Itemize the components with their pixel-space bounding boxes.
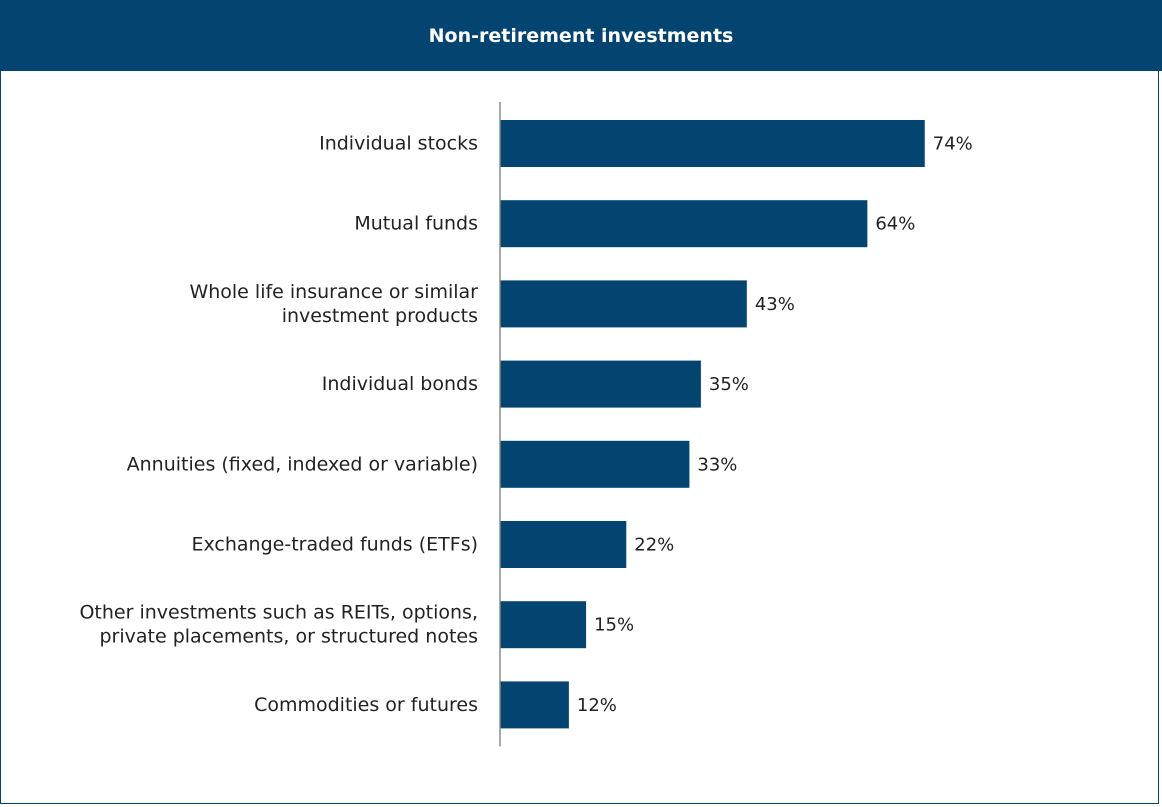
value-label-6: 15% xyxy=(594,615,634,636)
category-label-5: Exchange-traded funds (ETFs) xyxy=(192,534,478,556)
category-label-2-line-0: Whole life insurance or similar xyxy=(189,281,478,303)
bar-7 xyxy=(500,681,569,729)
chart-title-bar: Non-retirement investments xyxy=(0,0,1162,71)
category-label-3-line-0: Individual bonds xyxy=(322,373,478,395)
category-label-6-line-0: Other investments such as REITs, options… xyxy=(79,602,478,624)
value-label-5: 22% xyxy=(634,535,674,556)
value-label-7: 12% xyxy=(577,695,617,716)
category-label-2: Whole life insurance or similar investmen… xyxy=(189,281,478,327)
chart-title: Non-retirement investments xyxy=(428,24,734,47)
bar-0 xyxy=(500,120,925,167)
category-label-1: Mutual funds xyxy=(354,213,478,235)
bar-1 xyxy=(500,200,868,248)
bar-3 xyxy=(500,360,701,408)
bar-2 xyxy=(500,280,747,328)
value-label-2: 43% xyxy=(755,294,795,315)
category-label-1-line-0: Mutual funds xyxy=(354,213,478,235)
category-label-2-line-1: investment products xyxy=(282,305,478,327)
category-label-6: Other investments such as REITs, options… xyxy=(79,602,478,648)
category-label-7-line-0: Commodities or futures xyxy=(254,694,478,716)
bar-6 xyxy=(500,601,587,649)
category-label-5-line-0: Exchange-traded funds (ETFs) xyxy=(192,534,478,556)
category-label-4: Annuities (fixed, indexed or variable) xyxy=(127,453,478,475)
value-label-0: 74% xyxy=(933,134,973,155)
category-label-6-line-1: private placements, or structured notes xyxy=(99,626,478,648)
value-label-4: 33% xyxy=(697,454,737,475)
category-label-7: Commodities or futures xyxy=(254,694,478,716)
bar-chart: 74% Individual stocks 64% Mutual funds 43% Wh… xyxy=(79,102,973,747)
category-label-0: Individual stocks xyxy=(319,133,478,155)
category-label-0-line-0: Individual stocks xyxy=(319,133,478,155)
category-label-4-line-0: Annuities (fixed, indexed or variable) xyxy=(127,453,478,475)
bar-4 xyxy=(500,440,690,488)
category-label-3: Individual bonds xyxy=(322,373,478,395)
value-label-1: 64% xyxy=(875,214,915,235)
bars-group xyxy=(500,120,925,729)
bar-5 xyxy=(500,521,627,568)
value-label-3: 35% xyxy=(709,374,749,395)
labels-group: 74% Individual stocks 64% Mutual funds 43% Wh… xyxy=(79,133,972,716)
